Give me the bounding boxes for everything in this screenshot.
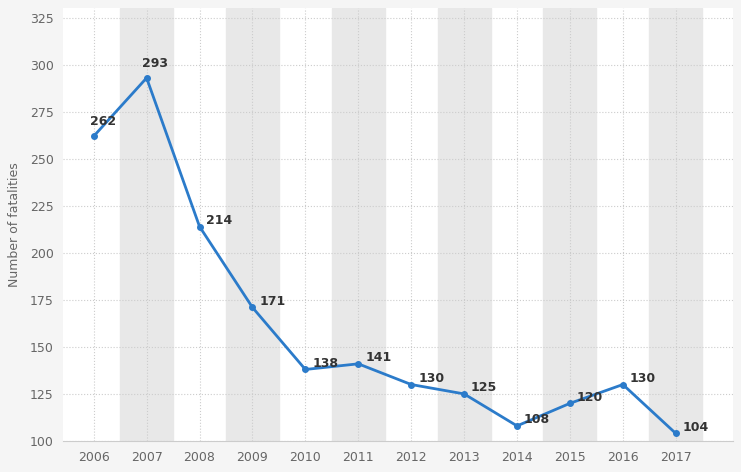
Text: 130: 130 xyxy=(630,372,656,385)
Text: 108: 108 xyxy=(524,413,550,426)
Text: 130: 130 xyxy=(418,372,445,385)
Y-axis label: Number of fatalities: Number of fatalities xyxy=(8,162,21,287)
Bar xyxy=(649,8,702,441)
Text: 171: 171 xyxy=(259,295,285,308)
Bar xyxy=(438,8,491,441)
Bar xyxy=(332,8,385,441)
Text: 120: 120 xyxy=(577,390,603,404)
Text: 293: 293 xyxy=(142,57,168,70)
Bar xyxy=(543,8,597,441)
Bar xyxy=(226,8,279,441)
Text: 104: 104 xyxy=(682,421,709,434)
Text: 125: 125 xyxy=(471,381,497,394)
Text: 141: 141 xyxy=(365,351,391,364)
Text: 262: 262 xyxy=(90,115,116,128)
Text: 214: 214 xyxy=(207,214,233,227)
Bar xyxy=(120,8,173,441)
Text: 138: 138 xyxy=(312,357,339,370)
